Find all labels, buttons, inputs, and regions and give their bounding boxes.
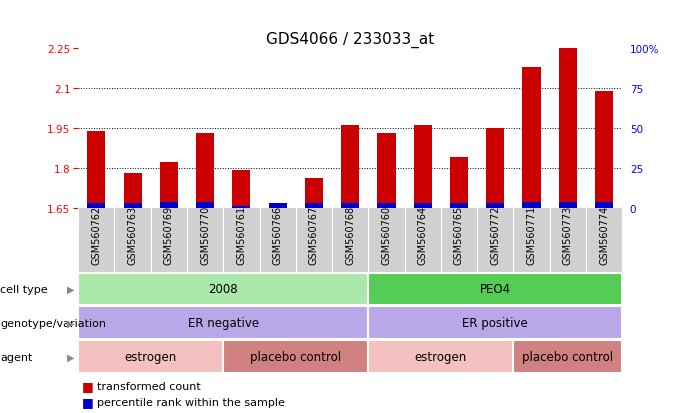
Text: genotype/variation: genotype/variation	[0, 318, 106, 328]
Bar	[305, 179, 323, 208]
Bar	[223, 341, 369, 373]
Bar	[196, 203, 214, 208]
Bar	[196, 134, 214, 208]
Bar	[124, 174, 141, 208]
Bar	[160, 203, 178, 208]
Bar	[595, 92, 613, 208]
Bar	[269, 203, 287, 208]
Bar	[269, 206, 287, 208]
Bar	[78, 273, 369, 305]
Bar	[87, 203, 105, 208]
Bar	[450, 158, 468, 208]
Bar	[522, 202, 541, 208]
Text: placebo control: placebo control	[250, 350, 341, 363]
Text: percentile rank within the sample: percentile rank within the sample	[97, 397, 284, 407]
Bar	[369, 341, 513, 373]
Bar	[413, 203, 432, 208]
Bar	[595, 202, 613, 208]
Text: ▶: ▶	[67, 352, 74, 362]
Bar	[377, 134, 396, 208]
Text: ▶: ▶	[67, 318, 74, 328]
Bar	[160, 163, 178, 208]
Title: GDS4066 / 233033_at: GDS4066 / 233033_at	[266, 32, 435, 48]
Bar	[369, 273, 622, 305]
Bar	[559, 49, 577, 208]
Bar	[377, 203, 396, 208]
Bar	[233, 171, 250, 208]
Bar	[78, 341, 223, 373]
Text: estrogen: estrogen	[415, 350, 467, 363]
Text: cell type: cell type	[0, 284, 48, 294]
Bar	[124, 203, 141, 208]
Text: placebo control: placebo control	[522, 350, 613, 363]
Text: ER negative: ER negative	[188, 316, 259, 330]
Text: ER positive: ER positive	[462, 316, 528, 330]
Bar	[369, 307, 622, 339]
Text: ■: ■	[82, 380, 93, 392]
Bar	[486, 129, 505, 208]
Bar	[513, 341, 622, 373]
Text: 2008: 2008	[209, 282, 238, 296]
Bar	[341, 203, 359, 208]
Bar	[450, 203, 468, 208]
Text: agent: agent	[0, 352, 33, 362]
Bar	[522, 68, 541, 208]
Text: transformed count: transformed count	[97, 381, 201, 391]
Bar	[233, 206, 250, 208]
Bar	[486, 203, 505, 208]
Text: ▶: ▶	[67, 284, 74, 294]
Bar	[78, 307, 369, 339]
Text: estrogen: estrogen	[124, 350, 177, 363]
Bar	[559, 202, 577, 208]
Text: PEO4: PEO4	[479, 282, 511, 296]
Text: ■: ■	[82, 395, 93, 408]
Bar	[87, 131, 105, 208]
Bar	[413, 126, 432, 208]
Bar	[305, 203, 323, 208]
Bar	[341, 126, 359, 208]
